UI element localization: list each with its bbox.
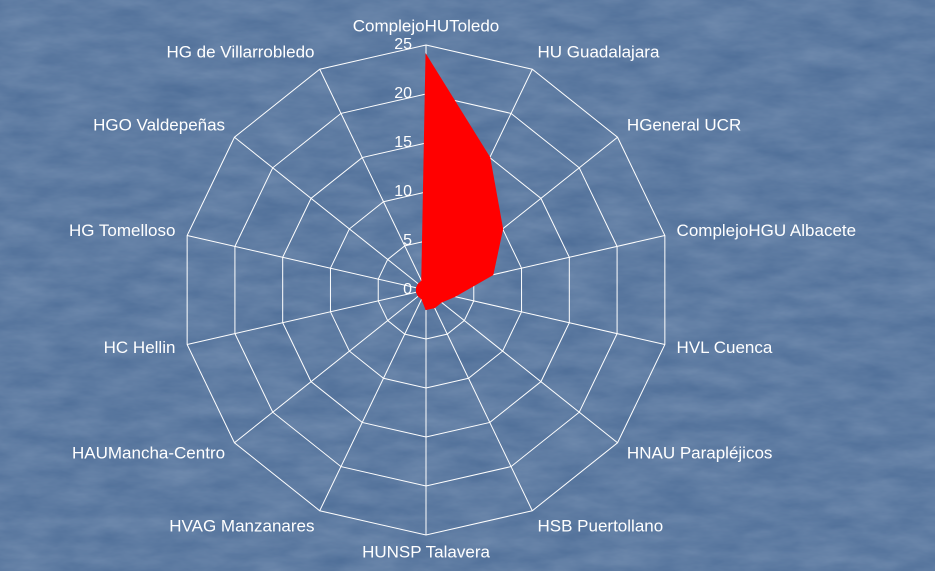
y-tick-label: 25	[394, 36, 412, 53]
category-label: HVAG Manzanares	[169, 516, 314, 535]
spoke	[319, 69, 427, 291]
y-tick-label: 5	[403, 232, 412, 249]
spoke	[425, 289, 533, 511]
y-tick-label: 20	[394, 85, 412, 102]
category-label: HU Guadalajara	[538, 43, 660, 62]
category-label: HGO Valdepeñas	[93, 116, 225, 135]
radar-area	[415, 53, 504, 311]
spoke	[234, 289, 427, 444]
category-label: HVL Cuenca	[677, 338, 773, 357]
spoke	[234, 136, 427, 291]
category-label: HSB Puertollano	[538, 516, 664, 535]
category-label: ComplejoHGU Albacete	[677, 221, 857, 240]
spoke	[319, 289, 427, 511]
category-label: HGeneral UCR	[627, 116, 741, 135]
category-label: HUNSP Talavera	[362, 542, 490, 561]
category-label: HG de Villarrobledo	[166, 43, 314, 62]
category-label: HG Tomelloso	[69, 221, 175, 240]
y-tick-label: 10	[394, 183, 412, 200]
spoke	[187, 289, 427, 346]
category-label: HAUMancha-Centro	[72, 443, 225, 462]
spoke	[187, 234, 427, 291]
category-label: HNAU Parapléjicos	[627, 443, 773, 462]
category-label: ComplejoHUToledo	[353, 16, 499, 35]
spoke	[425, 289, 618, 444]
y-tick-label: 0	[403, 281, 412, 298]
y-tick-label: 15	[394, 134, 412, 151]
category-label: HC Hellin	[104, 338, 176, 357]
spoke	[425, 289, 665, 346]
